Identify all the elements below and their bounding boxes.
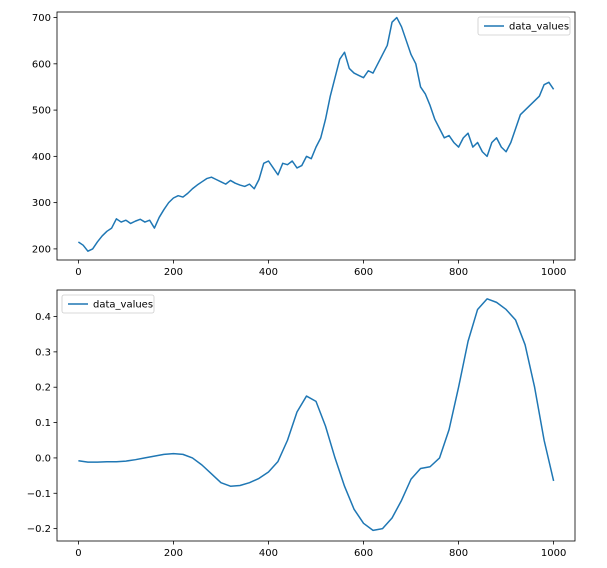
legend: data_values — [477, 16, 571, 36]
y-tick-label: 700 — [32, 13, 51, 24]
plot-frame — [56, 289, 576, 542]
x-tick-label: 200 — [164, 267, 183, 278]
y-tick-label: 0.2 — [35, 383, 51, 394]
chart-1: 0 200 400 600 800 1000 200 300 400 500 600 700 data_… — [32, 11, 576, 278]
y-tick-label: 600 — [32, 59, 51, 70]
legend-label: data_values — [93, 300, 153, 311]
x-tick-label: 200 — [164, 548, 183, 559]
chart-2: 0 200 400 600 800 1000 −0.2 −0.1 0.0 0.1 0.2 0.3 0.4… — [27, 289, 576, 559]
y-tick-label: 200 — [32, 244, 51, 255]
y-tick-label: 0.3 — [35, 347, 51, 358]
y-tick-label: 0.4 — [35, 312, 51, 323]
legend-box — [477, 16, 571, 36]
y-tick-label: 0.0 — [35, 453, 51, 464]
y-tick-label: 500 — [32, 106, 51, 117]
y-tick-label: −0.2 — [27, 524, 51, 535]
series-line-data-values — [77, 16, 555, 252]
series-line-data-values — [78, 298, 555, 532]
legend-box — [61, 294, 155, 314]
x-tick-label: 800 — [449, 548, 468, 559]
x-tick-label: 800 — [449, 267, 468, 278]
y-tick-label: 400 — [32, 152, 51, 163]
legend: data_values — [61, 294, 155, 314]
x-tick-label: 1000 — [541, 267, 566, 278]
x-tick-label: 600 — [354, 267, 373, 278]
x-tick-label: 0 — [75, 548, 81, 559]
y-tick-label: −0.1 — [27, 489, 51, 500]
x-tick-label: 400 — [259, 267, 278, 278]
legend-label: data_values — [509, 22, 569, 33]
x-tick-label: 1000 — [541, 548, 566, 559]
x-tick-label: 400 — [259, 548, 278, 559]
y-tick-label: 0.1 — [35, 418, 51, 429]
x-tick-label: 600 — [354, 548, 373, 559]
x-tick-label: 0 — [75, 267, 81, 278]
y-tick-label: 300 — [32, 198, 51, 209]
plot-frame — [56, 11, 576, 261]
